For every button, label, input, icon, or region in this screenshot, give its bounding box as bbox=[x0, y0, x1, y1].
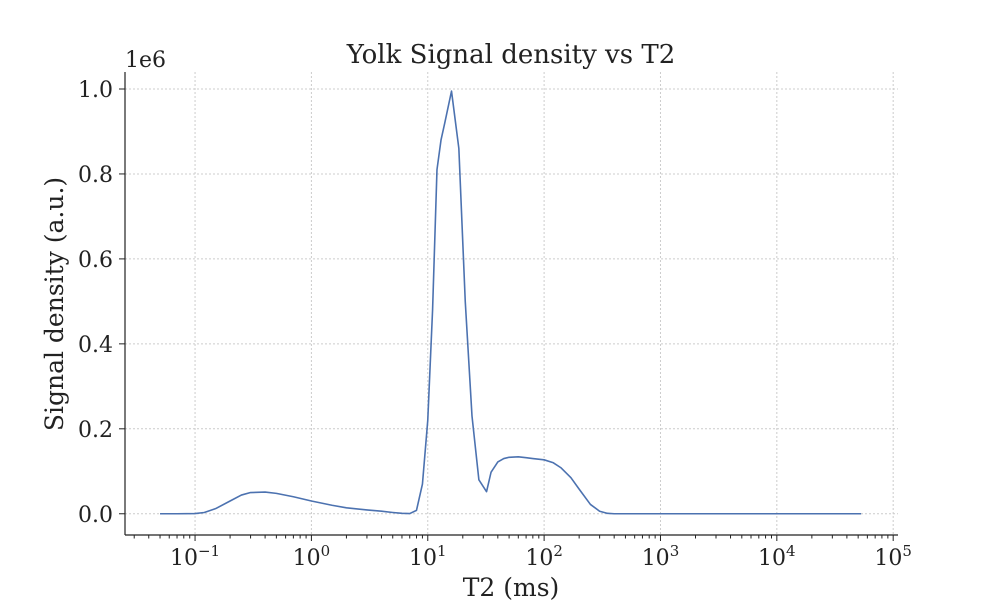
x-tick-label: 105 bbox=[874, 542, 912, 571]
y-tick-label: 0.8 bbox=[78, 163, 113, 188]
series-line bbox=[160, 90, 862, 515]
chart-title: Yolk Signal density vs T2 bbox=[346, 40, 676, 70]
x-tick-label: 100 bbox=[293, 542, 331, 571]
x-tick-label: 10−1 bbox=[170, 542, 220, 571]
x-tick-label: 103 bbox=[642, 542, 680, 571]
y-tick-label: 1.0 bbox=[78, 78, 113, 103]
grid bbox=[125, 72, 898, 535]
x-tick-label: 104 bbox=[758, 542, 796, 571]
y-tick-label: 0.2 bbox=[78, 418, 113, 443]
y-tick-label: 0.0 bbox=[78, 503, 113, 528]
y-tick-label: 0.6 bbox=[78, 248, 113, 273]
y-axis-offset-label: 1e6 bbox=[125, 48, 166, 73]
axes: 10−1 100 101 102 103 104 105 0.0 0.2 0.4 0.6 0.8 1.0 bbox=[78, 72, 912, 571]
y-axis-label: Signal density (a.u.) bbox=[40, 177, 69, 431]
x-tick-label: 101 bbox=[409, 542, 447, 571]
x-tick-label: 102 bbox=[525, 542, 563, 571]
x-axis-label: T2 (ms) bbox=[463, 573, 560, 600]
y-tick-label: 0.4 bbox=[78, 333, 113, 358]
series-layer bbox=[160, 90, 862, 515]
